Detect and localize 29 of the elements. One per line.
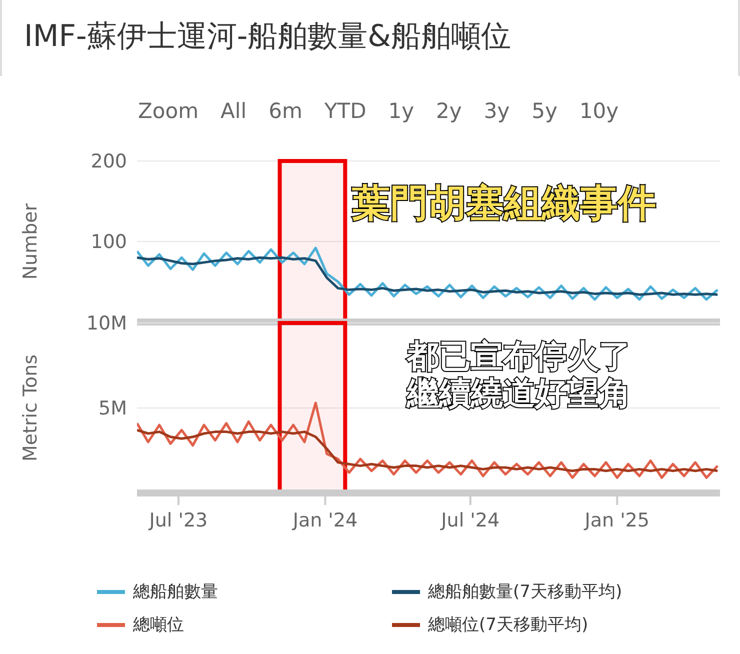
text: 3y — [482, 98, 511, 125]
x-tick-label: Jan '24 — [292, 509, 358, 532]
text: 10y — [578, 98, 620, 125]
text: 6m — [268, 98, 304, 125]
line-series — [137, 256, 719, 296]
legend-label: 總船舶數量 — [133, 581, 218, 603]
x-tick-label: Jan '25 — [584, 509, 650, 532]
text: 1y — [387, 98, 416, 125]
annotation: 繼續繞道好望角 — [407, 374, 631, 412]
chart-title: IMF-蘇伊士運河-船舶數量&船舶噸位 — [24, 18, 512, 56]
legend-label: 總噸位 — [133, 614, 184, 636]
y-tick-label: 10M — [86, 312, 127, 335]
text: 2y — [435, 98, 463, 125]
line-series — [137, 428, 719, 472]
text: All — [220, 98, 248, 125]
annotation: 葉門胡塞組織事件 — [352, 181, 656, 226]
y-tick-label: 5M — [98, 398, 127, 420]
y-tick-label: 200 — [90, 150, 127, 173]
text: YTD — [323, 98, 368, 125]
legend-label: 總噸位(7天移動平均) — [428, 614, 588, 636]
y-tick-label: 100 — [90, 231, 127, 254]
annotation: 都已宣布停火了 — [407, 337, 631, 375]
text: Zoom — [137, 98, 200, 125]
y-axis-title: Number — [20, 203, 42, 280]
text: 5y — [530, 98, 558, 125]
x-tick-label: Jul '23 — [148, 509, 208, 532]
y-axis-title: Metric Tons — [20, 354, 42, 462]
x-tick-label: Jul '24 — [440, 509, 500, 532]
legend-label: 總船舶數量(7天移動平均) — [428, 581, 622, 603]
